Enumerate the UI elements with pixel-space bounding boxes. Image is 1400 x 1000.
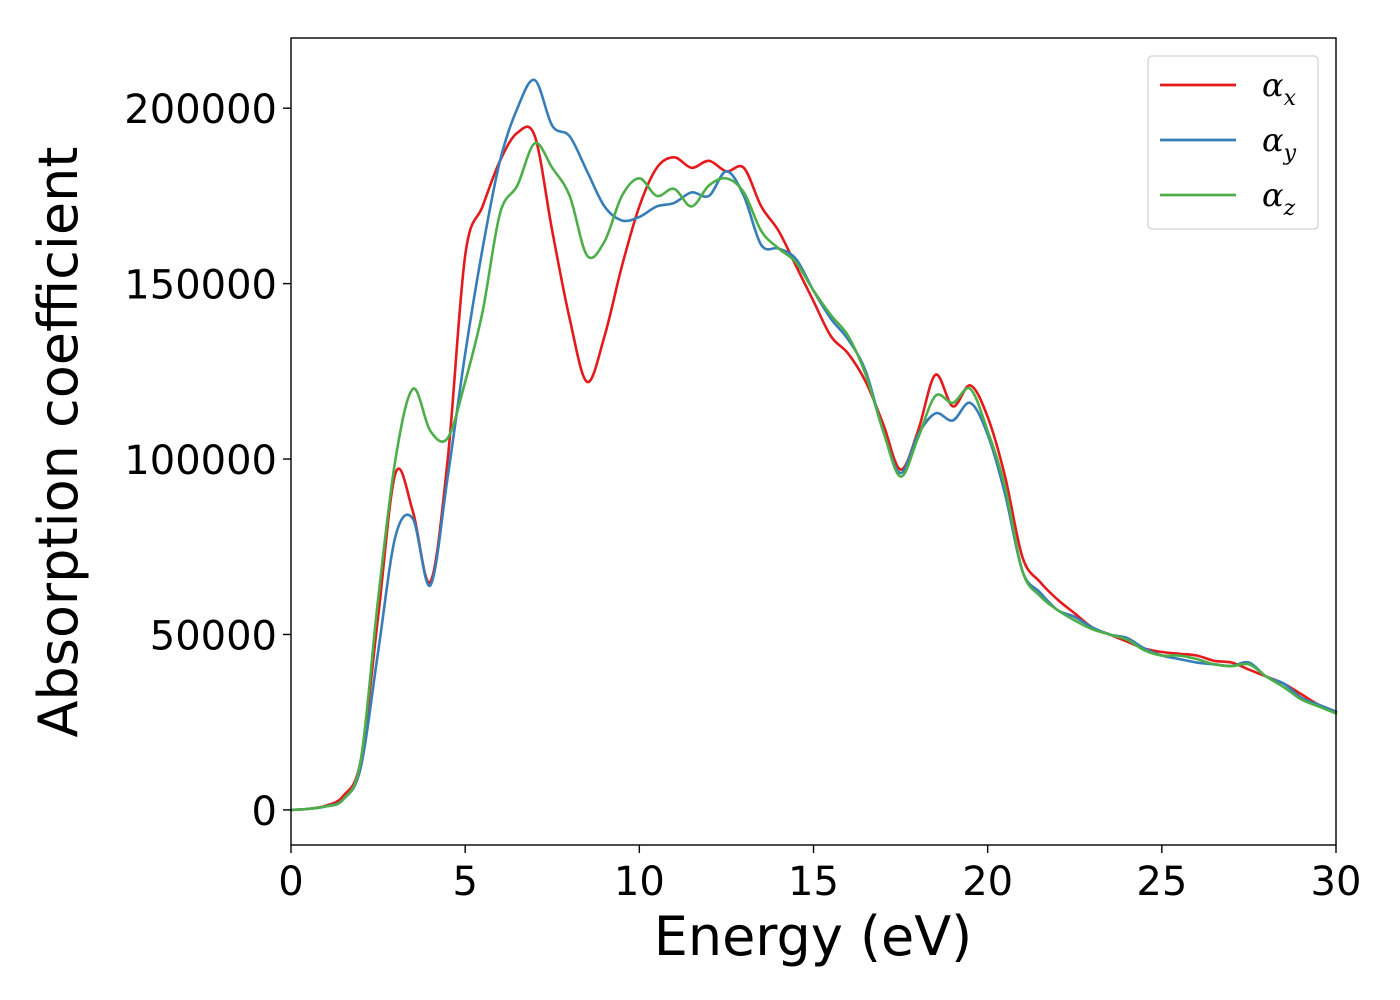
x-tick-label: 15 [788, 859, 839, 905]
y-ticks: 0 50000 100000 150000 200000 [124, 87, 291, 835]
x-tick-label: 30 [1311, 859, 1362, 905]
x-tick-label: 0 [278, 859, 303, 905]
y-tick-label: 0 [252, 789, 277, 835]
legend-label-alpha-y: αy [1262, 121, 1297, 166]
legend-subscript: x [1284, 86, 1297, 111]
legend-symbol: α [1262, 121, 1284, 159]
legend-subscript: z [1283, 196, 1296, 221]
legend-label-alpha-x: αx [1262, 66, 1297, 111]
series-layer [289, 78, 1338, 812]
legend-subscript: y [1283, 141, 1297, 166]
legend-label-alpha-z: αz [1262, 176, 1296, 221]
y-tick-label: 100000 [124, 438, 277, 484]
legend-symbol: α [1262, 176, 1284, 214]
series-line-alpha-x [289, 125, 1338, 812]
y-tick-label: 200000 [124, 87, 277, 133]
y-tick-label: 50000 [150, 613, 277, 659]
legend-box [1147, 55, 1319, 230]
x-tick-label: 5 [452, 859, 477, 905]
series-line-alpha-z [289, 141, 1338, 812]
y-tick-label: 150000 [124, 263, 277, 309]
x-axis-label: Energy (eV) [654, 905, 973, 968]
x-ticks: 0 5 10 15 20 25 30 [278, 845, 1361, 905]
x-tick-label: 20 [962, 859, 1013, 905]
y-axis-label: Absorption coefficient [27, 147, 90, 738]
x-tick-label: 25 [1136, 859, 1187, 905]
x-tick-label: 10 [614, 859, 665, 905]
legend-symbol: α [1262, 66, 1284, 104]
